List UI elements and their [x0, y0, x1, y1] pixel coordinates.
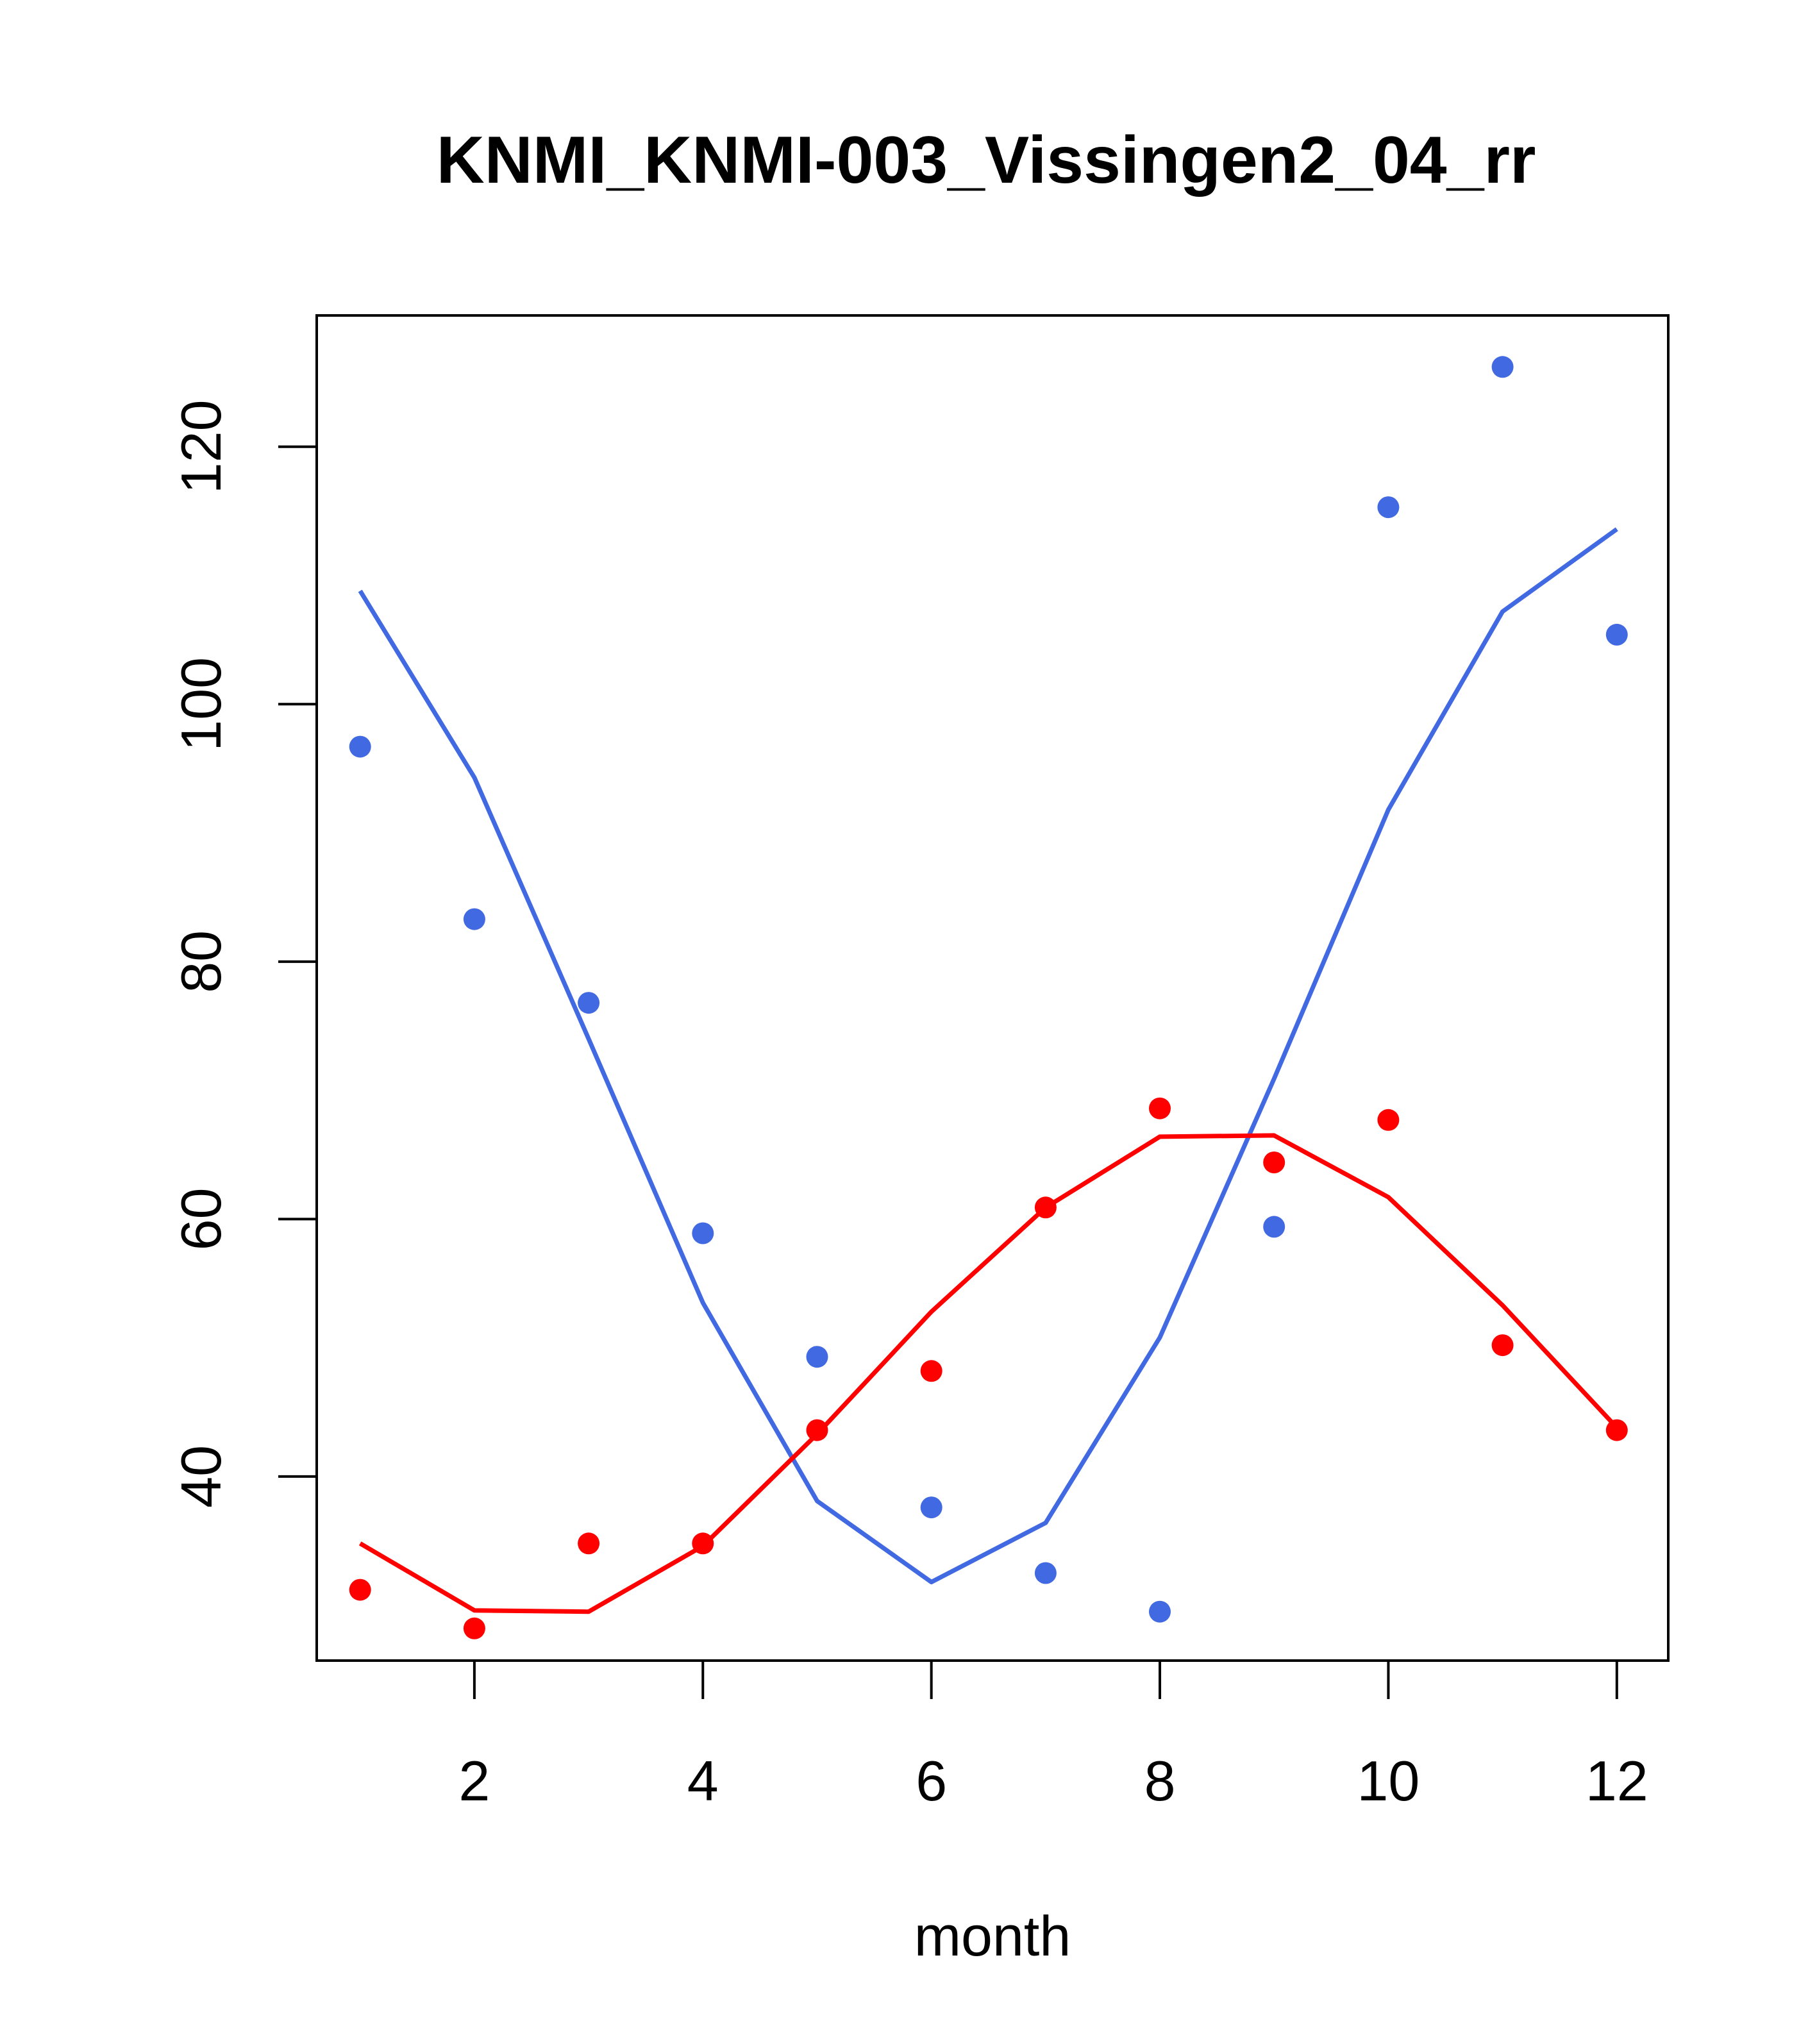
y-tick-label: 60 [169, 1187, 233, 1250]
plot-area-frame [315, 314, 1670, 1662]
series-2-point [1491, 1334, 1514, 1357]
series-2 [349, 1097, 1628, 1639]
series-2-point [463, 1617, 485, 1639]
x-tick-label: 8 [1144, 1749, 1176, 1813]
x-tick-label: 2 [458, 1749, 490, 1813]
series-2-point [806, 1419, 828, 1441]
y-axis: 40 60 80 100 120 [169, 399, 317, 1508]
series-1-point [1263, 1216, 1285, 1238]
series-1-point [1377, 496, 1400, 519]
series-1-point [1034, 1562, 1057, 1584]
series-1-point [463, 908, 485, 930]
series-1-point [806, 1346, 828, 1368]
series-2-point [578, 1532, 600, 1555]
series-1-point [920, 1496, 942, 1519]
series-1-point [1491, 356, 1514, 378]
series-2-point [1149, 1097, 1171, 1119]
series-2-point [920, 1360, 942, 1382]
series-2-point [1377, 1109, 1400, 1131]
x-tick-label: 6 [916, 1749, 947, 1813]
series-1-point [1605, 623, 1628, 646]
x-tick-label: 12 [1586, 1749, 1648, 1813]
series-1-point [692, 1222, 714, 1244]
series-1-point [1149, 1600, 1171, 1623]
series-1 [349, 356, 1628, 1623]
series-2-point [1034, 1196, 1057, 1219]
y-tick-label: 100 [169, 657, 233, 751]
series-layer [349, 356, 1628, 1639]
series-2-point [1605, 1419, 1628, 1441]
series-1-point [349, 735, 371, 758]
x-axis-label: month [914, 1904, 1071, 1968]
series-1-point [578, 992, 600, 1014]
y-tick-label: 120 [169, 399, 233, 494]
x-axis: 2 4 6 8 10 12 [458, 1661, 1648, 1813]
series-2-line [358, 1133, 1619, 1614]
x-tick-label: 10 [1357, 1749, 1419, 1813]
series-2-point [692, 1532, 714, 1555]
chart-title: KNMI_KNMI-003_Vissingen2_04_rr [437, 123, 1536, 197]
series-2-point [349, 1579, 371, 1601]
series-2-point [1263, 1152, 1285, 1173]
y-tick-label: 40 [169, 1445, 233, 1508]
series-1-line [358, 527, 1618, 1584]
y-tick-label: 80 [169, 930, 233, 993]
x-tick-label: 4 [687, 1749, 719, 1813]
